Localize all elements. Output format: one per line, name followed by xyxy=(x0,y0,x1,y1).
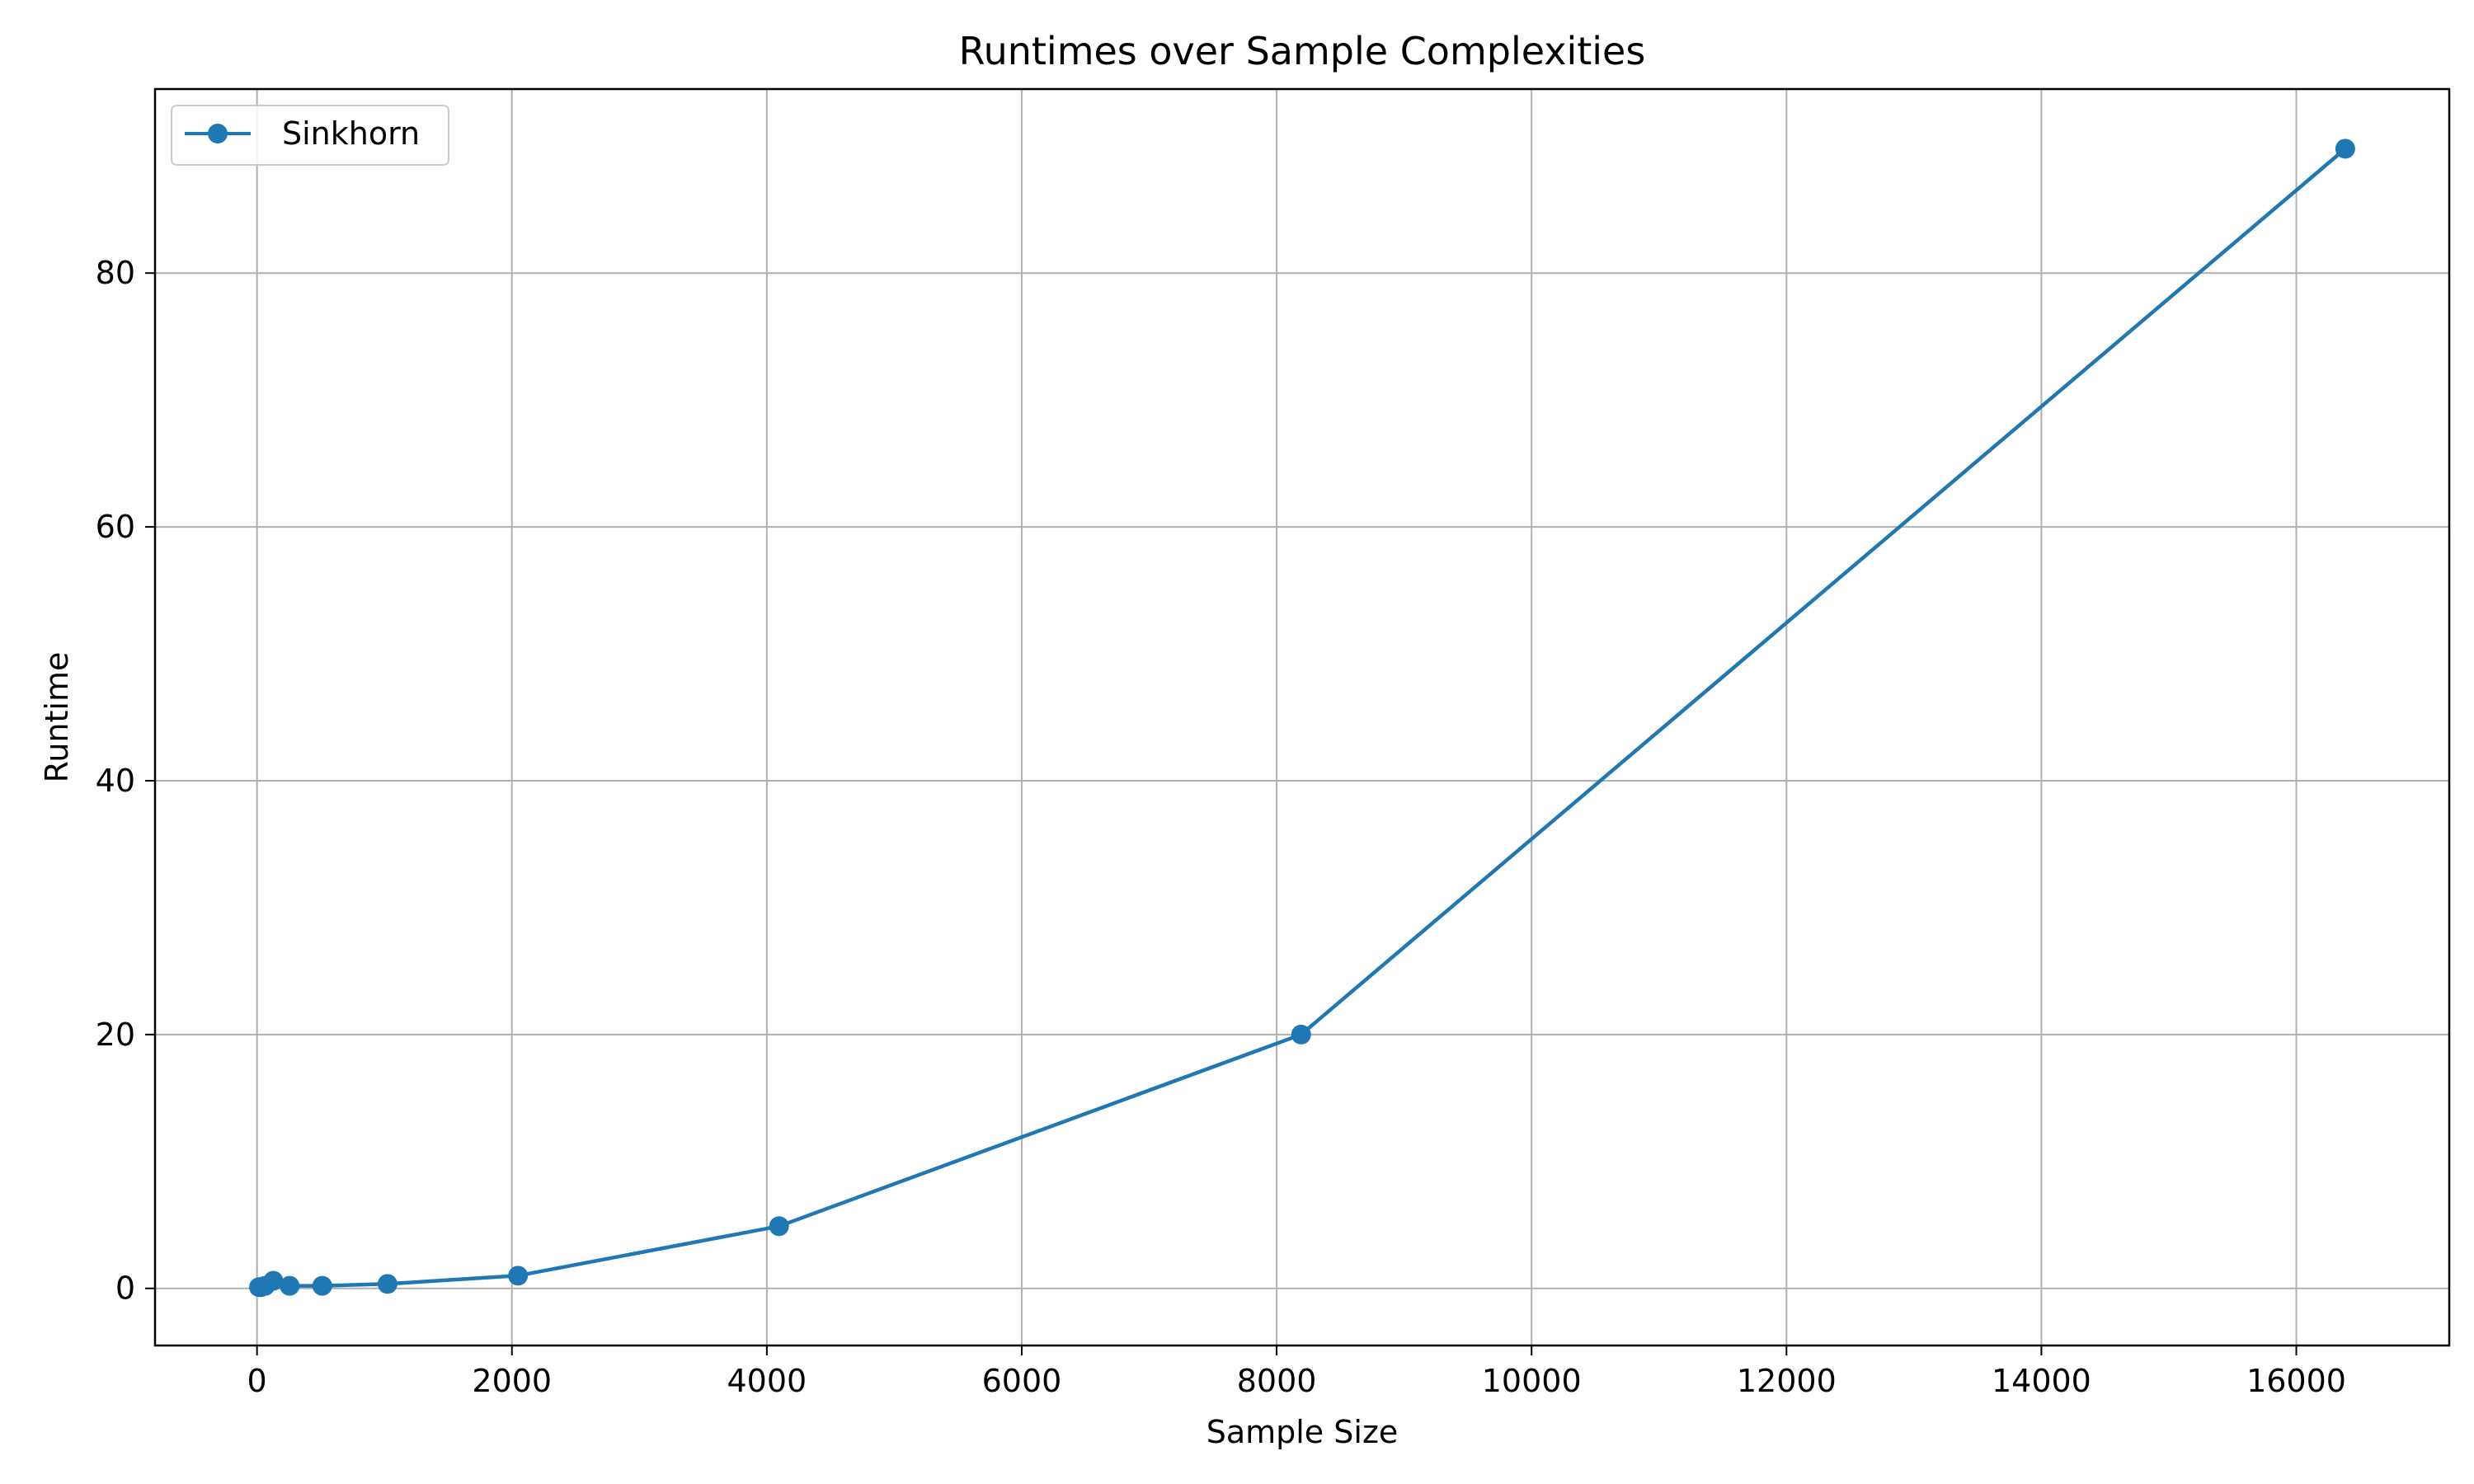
y-tick-label: 40 xyxy=(96,763,135,799)
data-point xyxy=(263,1270,284,1291)
data-point xyxy=(377,1274,397,1294)
x-tick-label: 10000 xyxy=(1482,1363,1582,1399)
x-tick-label: 4000 xyxy=(727,1363,807,1399)
data-point xyxy=(2335,139,2355,159)
legend: Sinkhorn xyxy=(171,105,449,166)
y-tick-label: 80 xyxy=(96,255,135,291)
legend-marker-sinkhorn xyxy=(208,124,228,143)
chart-title: Runtimes over Sample Complexities xyxy=(959,29,1646,73)
series-layer xyxy=(249,139,2355,1298)
x-tick-label: 14000 xyxy=(1992,1363,2091,1399)
y-axis-label: Runtime xyxy=(39,652,75,783)
x-tick-label: 0 xyxy=(247,1363,267,1399)
plot-frame xyxy=(153,87,2451,1347)
data-point xyxy=(280,1275,300,1296)
y-tick-label: 0 xyxy=(115,1270,135,1307)
axis-ticks: 0 2000 4000 6000 8000 10000 12000 14000 16000 0 20… xyxy=(96,255,2346,1399)
legend-box xyxy=(171,105,449,166)
x-tick-label: 8000 xyxy=(1237,1363,1317,1399)
data-point xyxy=(769,1216,789,1237)
x-axis-label: Sample Size xyxy=(1206,1414,1399,1450)
data-point xyxy=(508,1266,529,1286)
legend-label-sinkhorn: Sinkhorn xyxy=(282,115,420,152)
y-tick-label: 60 xyxy=(96,509,135,545)
data-point xyxy=(1291,1024,1311,1045)
x-tick-label: 6000 xyxy=(982,1363,1062,1399)
x-tick-label: 2000 xyxy=(472,1363,552,1399)
grid xyxy=(155,89,2449,1345)
data-point xyxy=(312,1275,332,1296)
y-tick-label: 20 xyxy=(96,1017,135,1053)
x-tick-label: 12000 xyxy=(1737,1363,1837,1399)
x-tick-label: 16000 xyxy=(2246,1363,2346,1399)
